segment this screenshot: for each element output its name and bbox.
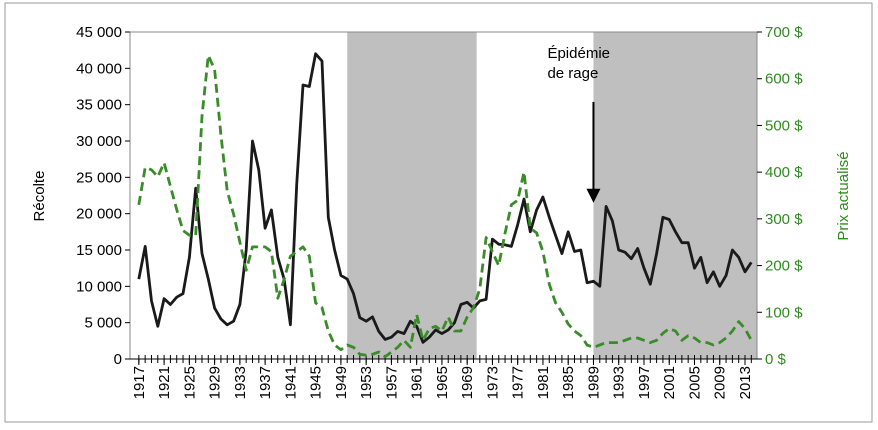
y-tick-label: 45 000 [76, 24, 122, 41]
y-tick-label: 30 000 [76, 133, 122, 150]
y2-tick-label: 500 $ [765, 117, 803, 134]
x-tick-label: 1949 [333, 366, 350, 399]
shaded-range [593, 32, 757, 359]
y-tick-label: 20 000 [76, 206, 122, 223]
y-tick-label: 0 [114, 351, 122, 368]
y2-tick-label: 100 $ [765, 304, 803, 321]
x-tick-label: 1925 [181, 366, 198, 399]
x-tick-label: 1957 [383, 366, 400, 399]
series-line [137, 54, 753, 359]
y2-tick-label: 400 $ [765, 164, 803, 181]
y-tick-label: 25 000 [76, 169, 122, 186]
y2-tick-label: 600 $ [765, 71, 803, 88]
y-tick-label: 40 000 [76, 60, 122, 77]
annotation-text: Épidémie [547, 45, 610, 62]
x-tick-label: 2009 [712, 366, 729, 399]
x-tick-label: 1953 [358, 366, 375, 399]
x-tick-label: 1929 [207, 366, 224, 399]
x-tick-label: 1981 [535, 366, 552, 399]
y-axis-title: Récolte [31, 171, 48, 222]
x-tick-label: 1985 [560, 366, 577, 399]
x-tick-label: 1969 [459, 366, 476, 399]
y-tick-label: 10 000 [76, 278, 122, 295]
y2-axis-title: Prix actualisé [835, 151, 852, 240]
x-tick-label: 1965 [434, 366, 451, 399]
shaded-range [347, 32, 477, 359]
y-tick-label: 5 000 [84, 315, 122, 332]
x-tick-label: 1977 [510, 366, 527, 399]
x-tick-label: 2013 [737, 366, 754, 399]
y2-tick-label: 700 $ [765, 24, 803, 41]
x-tick-label: 1973 [484, 366, 501, 399]
x-tick-label: 1997 [636, 366, 653, 399]
x-tick-label: 2001 [661, 366, 678, 399]
x-tick-label: 1945 [308, 366, 325, 399]
y-tick-label: 35 000 [76, 97, 122, 114]
x-tick-label: 1933 [232, 366, 249, 399]
y2-tick-label: 0 $ [765, 351, 787, 368]
y2-tick-label: 200 $ [765, 258, 803, 275]
annotation-text: de rage [547, 65, 598, 82]
x-tick-label: 1937 [257, 366, 274, 399]
x-tick-label: 1989 [585, 366, 602, 399]
x-tick-label: 1941 [282, 366, 299, 399]
x-tick-label: 1993 [611, 366, 628, 399]
x-tick-label: 1961 [409, 366, 426, 399]
x-tick-label: 1921 [156, 366, 173, 399]
series-line [137, 52, 753, 344]
x-tick-label: 2005 [686, 366, 703, 399]
y-tick-label: 15 000 [76, 242, 122, 259]
x-tick-label: 1917 [131, 366, 148, 399]
y2-tick-label: 300 $ [765, 211, 803, 228]
annotation-arrowhead [586, 188, 601, 203]
